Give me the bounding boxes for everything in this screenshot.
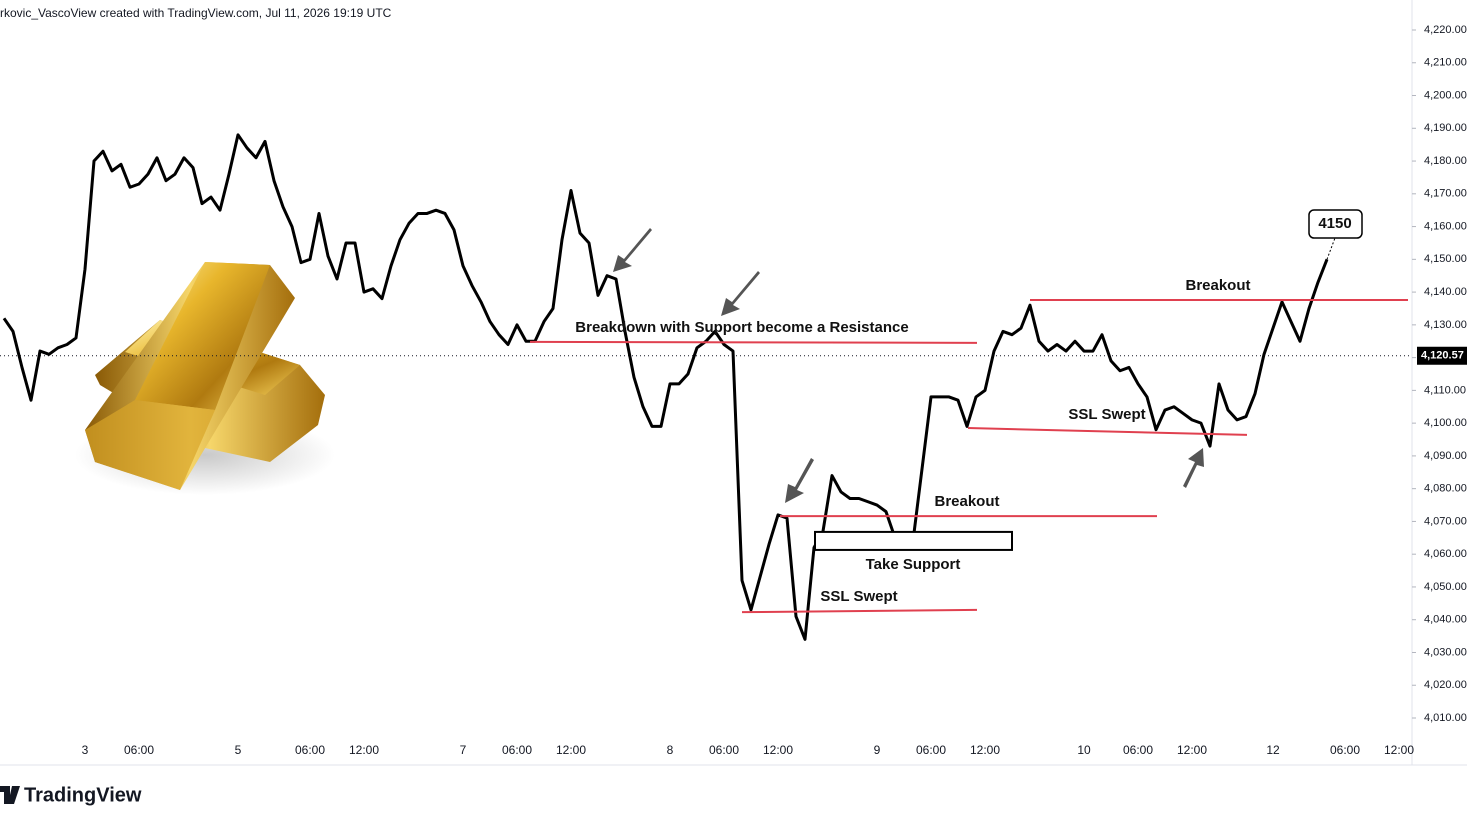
- y-tick-label: 4,140.00: [1424, 286, 1467, 298]
- y-tick-label: 4,080.00: [1424, 483, 1467, 495]
- x-tick-label: 12:00: [556, 743, 586, 757]
- x-tick-label: 8: [667, 743, 674, 757]
- annotation-label: Breakdown with Support become a Resistan…: [575, 319, 908, 336]
- last-price-box: [1417, 346, 1467, 365]
- x-tick-label: 06:00: [295, 743, 325, 757]
- x-tick-label: 06:00: [916, 743, 946, 757]
- support-zone: [814, 530, 1013, 551]
- x-tick-label: 10: [1077, 743, 1091, 757]
- y-tick-label: 4,040.00: [1424, 614, 1467, 626]
- brand: TradingView: [0, 784, 142, 806]
- x-tick-label: 06:00: [124, 743, 154, 757]
- callout-label: 4150: [1318, 215, 1351, 232]
- header: rkovic_VascoView created with TradingVie…: [0, 6, 392, 20]
- arrows: [613, 228, 1204, 503]
- x-tick-label: 06:00: [1330, 743, 1360, 757]
- x-tick-label: 5: [235, 743, 242, 757]
- y-tick-label: 4,010.00: [1424, 712, 1467, 724]
- x-tick-label: 06:00: [1123, 743, 1153, 757]
- annotation-label: Breakout: [1185, 277, 1250, 294]
- callout-box: [1308, 209, 1363, 239]
- y-tick-label: 4,100.00: [1424, 417, 1467, 429]
- brand-name: TradingView: [24, 784, 142, 806]
- y-tick-label: 4,050.00: [1424, 581, 1467, 593]
- x-tick-label: 9: [874, 743, 881, 757]
- y-tick-label: 4,160.00: [1424, 220, 1467, 232]
- last-price-label: 4,120.57: [1421, 350, 1464, 362]
- x-tick-label: 3: [82, 743, 89, 757]
- x-tick-label: 12:00: [763, 743, 793, 757]
- y-tick-label: 4,060.00: [1424, 548, 1467, 560]
- callout-pointer: [1326, 237, 1336, 260]
- level-line: [529, 340, 978, 344]
- annotation-label: Take Support: [866, 556, 961, 573]
- level-line: [741, 608, 978, 614]
- level-line: [967, 427, 1248, 436]
- y-tick-label: 4,200.00: [1424, 89, 1467, 101]
- x-tick-label: 06:00: [502, 743, 532, 757]
- x-tick-label: 12:00: [1177, 743, 1207, 757]
- price-line: [2, 133, 1329, 641]
- plot-area: [0, 133, 1412, 641]
- y-tick-label: 4,070.00: [1424, 515, 1467, 527]
- x-tick-label: 7: [460, 743, 467, 757]
- x-tick-label: 06:00: [709, 743, 739, 757]
- annotation-label: SSL Swept: [1068, 406, 1145, 423]
- y-tick-label: 4,130.00: [1424, 319, 1467, 331]
- x-tick-label: 12:00: [349, 743, 379, 757]
- y-tick-label: 4,020.00: [1424, 679, 1467, 691]
- x-tick-label: 12:00: [1384, 743, 1414, 757]
- y-tick-label: 4,110.00: [1424, 384, 1466, 396]
- annotation-label: Breakout: [934, 493, 999, 510]
- y-tick-label: 4,220.00: [1424, 24, 1467, 36]
- y-tick-label: 4,150.00: [1424, 253, 1467, 265]
- y-tick-label: 4,180.00: [1424, 155, 1467, 167]
- y-tick-label: 4,090.00: [1424, 450, 1467, 462]
- annotation-label: SSL Swept: [820, 588, 897, 605]
- y-tick-label: 4,210.00: [1424, 57, 1467, 69]
- gold-bars: [75, 262, 335, 495]
- y-tick-label: 4,030.00: [1424, 646, 1467, 658]
- x-tick-label: 12:00: [970, 743, 1000, 757]
- y-tick-label: 4,170.00: [1424, 188, 1467, 200]
- x-tick-label: 12: [1266, 743, 1280, 757]
- y-tick-label: 4,190.00: [1424, 122, 1467, 134]
